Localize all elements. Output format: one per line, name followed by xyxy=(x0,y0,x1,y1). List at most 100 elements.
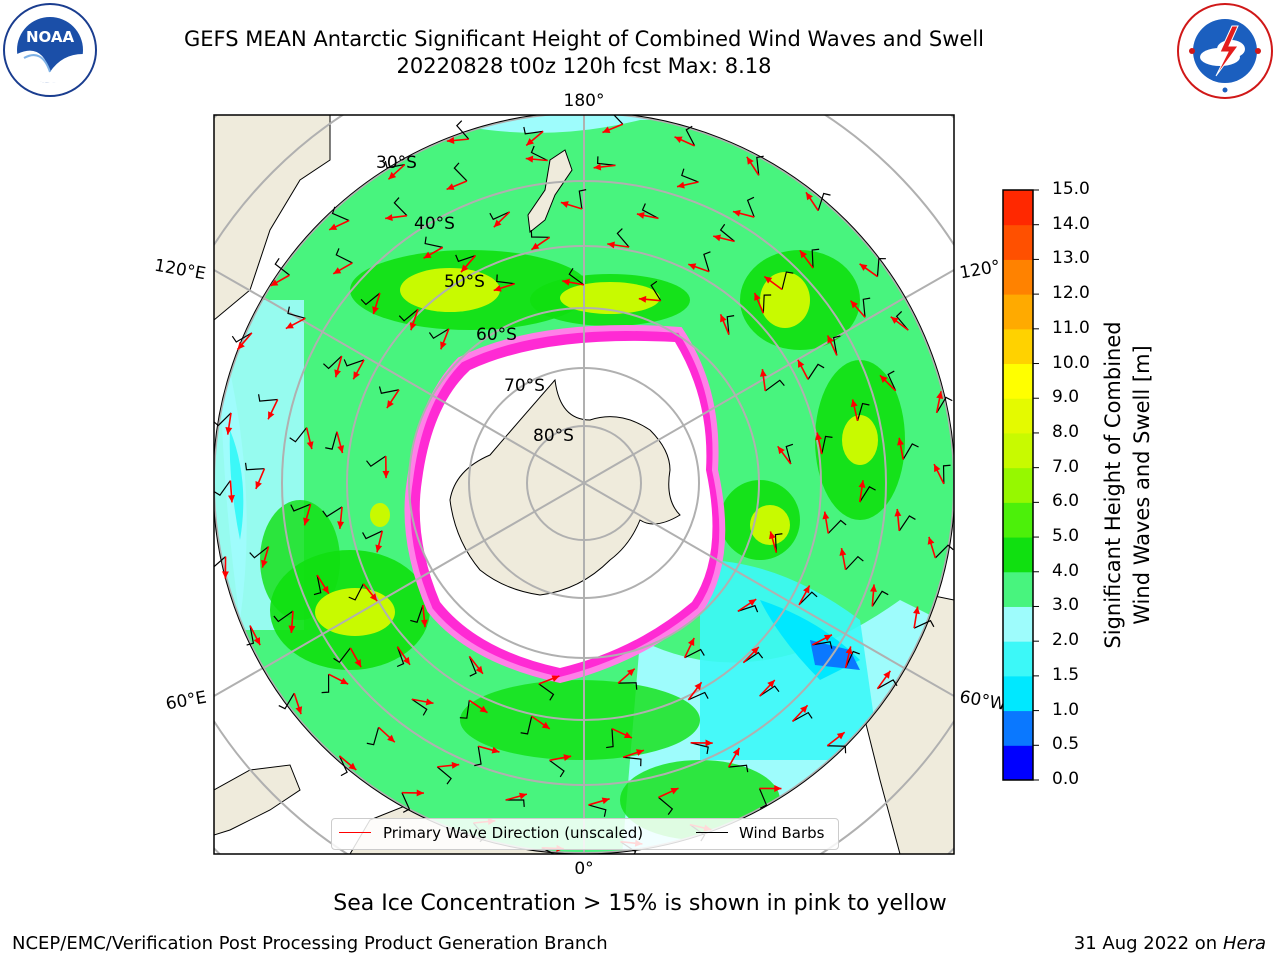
wave-arrow-head xyxy=(479,705,488,713)
lon-label-120w: 120° xyxy=(958,257,1002,284)
wind-barb xyxy=(898,515,916,532)
wave-arrow-head xyxy=(519,792,527,800)
colorbar-tick-label: 6.0 xyxy=(1052,491,1080,512)
wave-arrow-head xyxy=(285,322,294,329)
wind-barb xyxy=(613,115,624,125)
wave-arrow-head xyxy=(386,400,394,409)
wave-arrow-head xyxy=(713,234,722,242)
colorbar-segment xyxy=(1003,398,1033,434)
colorbar-tick-label: 10.0 xyxy=(1052,352,1090,373)
wind-barb xyxy=(474,746,482,767)
wind-barb xyxy=(578,189,587,209)
wave-arrow-head xyxy=(774,785,782,792)
wave-arrow-head xyxy=(446,137,455,144)
wind-barb xyxy=(436,766,452,785)
wind-barb xyxy=(887,370,897,392)
wave-arrow-head xyxy=(823,634,832,642)
wave-arrow-head xyxy=(635,749,644,756)
wave-arrow-head xyxy=(425,698,434,706)
wave-arrow-head xyxy=(253,637,261,646)
wave-arrow-head xyxy=(677,181,685,189)
wave-arrow-head xyxy=(732,209,741,217)
wave-arrow-head xyxy=(845,646,853,655)
wind-barb xyxy=(774,533,783,553)
legend-barb-line xyxy=(696,832,728,833)
wind-barb xyxy=(681,168,699,183)
wind-barb xyxy=(817,192,831,211)
colorbar xyxy=(1003,189,1039,781)
wave-arrow-head xyxy=(607,241,615,249)
wave-arrow-head xyxy=(526,138,534,146)
wave-arrow-head xyxy=(850,399,858,408)
noaa-logo: NOAA xyxy=(3,3,97,97)
wave-arrow-head xyxy=(475,665,483,674)
wind-barb xyxy=(812,641,833,649)
wave-arrow-head xyxy=(636,212,645,219)
wind-barb xyxy=(811,248,820,269)
plot-title: GEFS MEAN Antarctic Significant Height o… xyxy=(183,27,985,51)
wave-arrow-head xyxy=(375,544,383,553)
wind-barb xyxy=(762,294,772,314)
wave-arrow-head xyxy=(270,279,279,286)
wave-arrow-head xyxy=(295,706,303,715)
wind-barb xyxy=(877,679,898,690)
wind-barb xyxy=(335,248,353,264)
wind-barb xyxy=(338,755,348,777)
wind-barb xyxy=(331,206,350,222)
wave-arrow-head xyxy=(322,585,329,594)
wind-barb xyxy=(333,647,351,664)
wave-arrow-head xyxy=(337,445,345,454)
africa-landmass xyxy=(214,764,301,836)
wave-arrow-head xyxy=(369,593,378,602)
wave-arrow-head xyxy=(551,675,560,682)
wave-arrow-head xyxy=(225,426,233,435)
wave-arrow-head xyxy=(688,263,697,270)
map-legend: Primary Wave Direction (unscaled) Wind B… xyxy=(331,818,839,850)
wave-arrow-head xyxy=(674,136,683,143)
wind-barb xyxy=(719,223,735,242)
lon-label-60w: 60°W xyxy=(958,687,1008,715)
wave-arrow-head xyxy=(306,441,314,450)
colorbar-tick-label: 2.0 xyxy=(1052,630,1080,651)
wave-arrow-head xyxy=(748,599,757,607)
wind-barb xyxy=(249,546,269,559)
svg-text:NOAA: NOAA xyxy=(26,28,75,46)
wave-arrow-head xyxy=(333,267,342,274)
wind-barb xyxy=(520,716,533,735)
lon-label-120e: 120°E xyxy=(153,256,207,285)
colorbar-tick-label: 3.0 xyxy=(1052,595,1080,616)
wave-arrow-head xyxy=(382,470,390,479)
plot-subtitle: 20220828 t00z 120h fcst Max: 8.18 xyxy=(396,54,772,78)
wind-barb xyxy=(862,297,871,318)
wind-barb xyxy=(688,691,709,701)
primary-wave-arrows xyxy=(214,115,954,854)
wind-barb xyxy=(596,156,616,166)
colorbar-segment xyxy=(1003,328,1033,365)
colorbar-tick-label: 1.5 xyxy=(1052,664,1080,685)
wave-arrow-head xyxy=(822,511,830,520)
wave-arrow-head xyxy=(531,242,540,250)
wind-barb xyxy=(322,506,343,518)
wave-arrow-head xyxy=(348,762,357,771)
wave-arrow-head xyxy=(777,446,785,455)
wave-arrow-head xyxy=(827,335,834,344)
wind-barb xyxy=(606,728,614,749)
wind-barb xyxy=(785,443,794,465)
wind-barb xyxy=(684,648,705,659)
footer-producer: NCEP/EMC/Verification Post Processing Pr… xyxy=(12,933,608,954)
wind-barb xyxy=(530,229,550,238)
legend-primary-line xyxy=(339,832,371,833)
lat-label-80s: 80°S xyxy=(533,426,574,446)
wave-arrow-head xyxy=(388,171,397,180)
wind-barb xyxy=(325,431,338,450)
colorbar-segment xyxy=(1003,224,1033,260)
wind-barb xyxy=(214,556,226,568)
wind-barb xyxy=(703,251,711,272)
wave-arrow-head xyxy=(334,369,341,378)
colorbar-tick-label: 0.0 xyxy=(1052,769,1080,789)
colorbar-segment xyxy=(1003,363,1033,399)
new-zealand-landmass xyxy=(527,149,573,233)
wave-arrow-head xyxy=(934,464,941,473)
wave-arrow-head xyxy=(767,680,775,688)
wave-arrow-head xyxy=(387,734,395,743)
